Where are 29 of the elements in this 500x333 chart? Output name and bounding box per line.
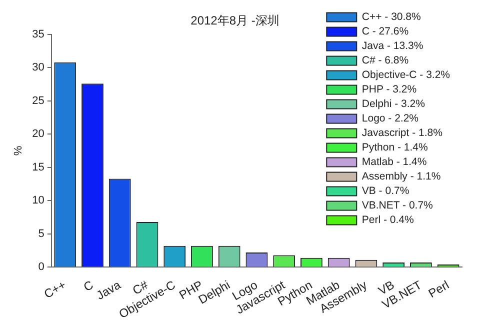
legend-label: VB.NET - 0.7% (362, 200, 433, 212)
y-axis-title: % (12, 146, 25, 156)
legend-label: Javascript - 1.8% (362, 127, 442, 140)
legend-label: C++ - 30.8% (362, 11, 421, 24)
legend-label: PHP - 3.2% (362, 84, 417, 96)
legend-label: Matlab - 1.4% (362, 156, 427, 168)
y-tick-label: 10 (32, 194, 44, 207)
y-tick-label: 25 (32, 94, 44, 107)
y-tick-label: 30 (32, 62, 44, 74)
legend-label: C# - 6.8% (362, 54, 409, 67)
y-tick-label: 5 (38, 228, 44, 240)
legend-label: Assembly - 1.1% (362, 170, 441, 183)
legend-label: Delphi - 3.2% (362, 98, 425, 110)
legend-label: C - 27.6% (362, 26, 409, 38)
x-tick-label: C++ (42, 278, 68, 302)
legend-label: Logo - 2.2% (362, 112, 419, 125)
legend-label: Python - 1.4% (362, 142, 428, 154)
x-tick-label: Java (94, 278, 124, 303)
legend-label: Objective-C - 3.2% (362, 69, 450, 82)
y-tick-label: 20 (32, 128, 44, 140)
y-tick-label: 15 (32, 161, 44, 174)
y-tick-label: 0 (38, 261, 44, 274)
y-tick-label: 35 (32, 28, 44, 40)
legend-label: Perl - 0.4% (362, 214, 414, 226)
x-tick-label: C (81, 278, 96, 294)
legend-label: VB - 0.7% (362, 185, 410, 198)
chart-title: 2012年8月 -深圳 (190, 14, 280, 28)
legend-label: Java - 13.3% (362, 40, 424, 52)
x-tick-label: Perl (426, 278, 452, 301)
